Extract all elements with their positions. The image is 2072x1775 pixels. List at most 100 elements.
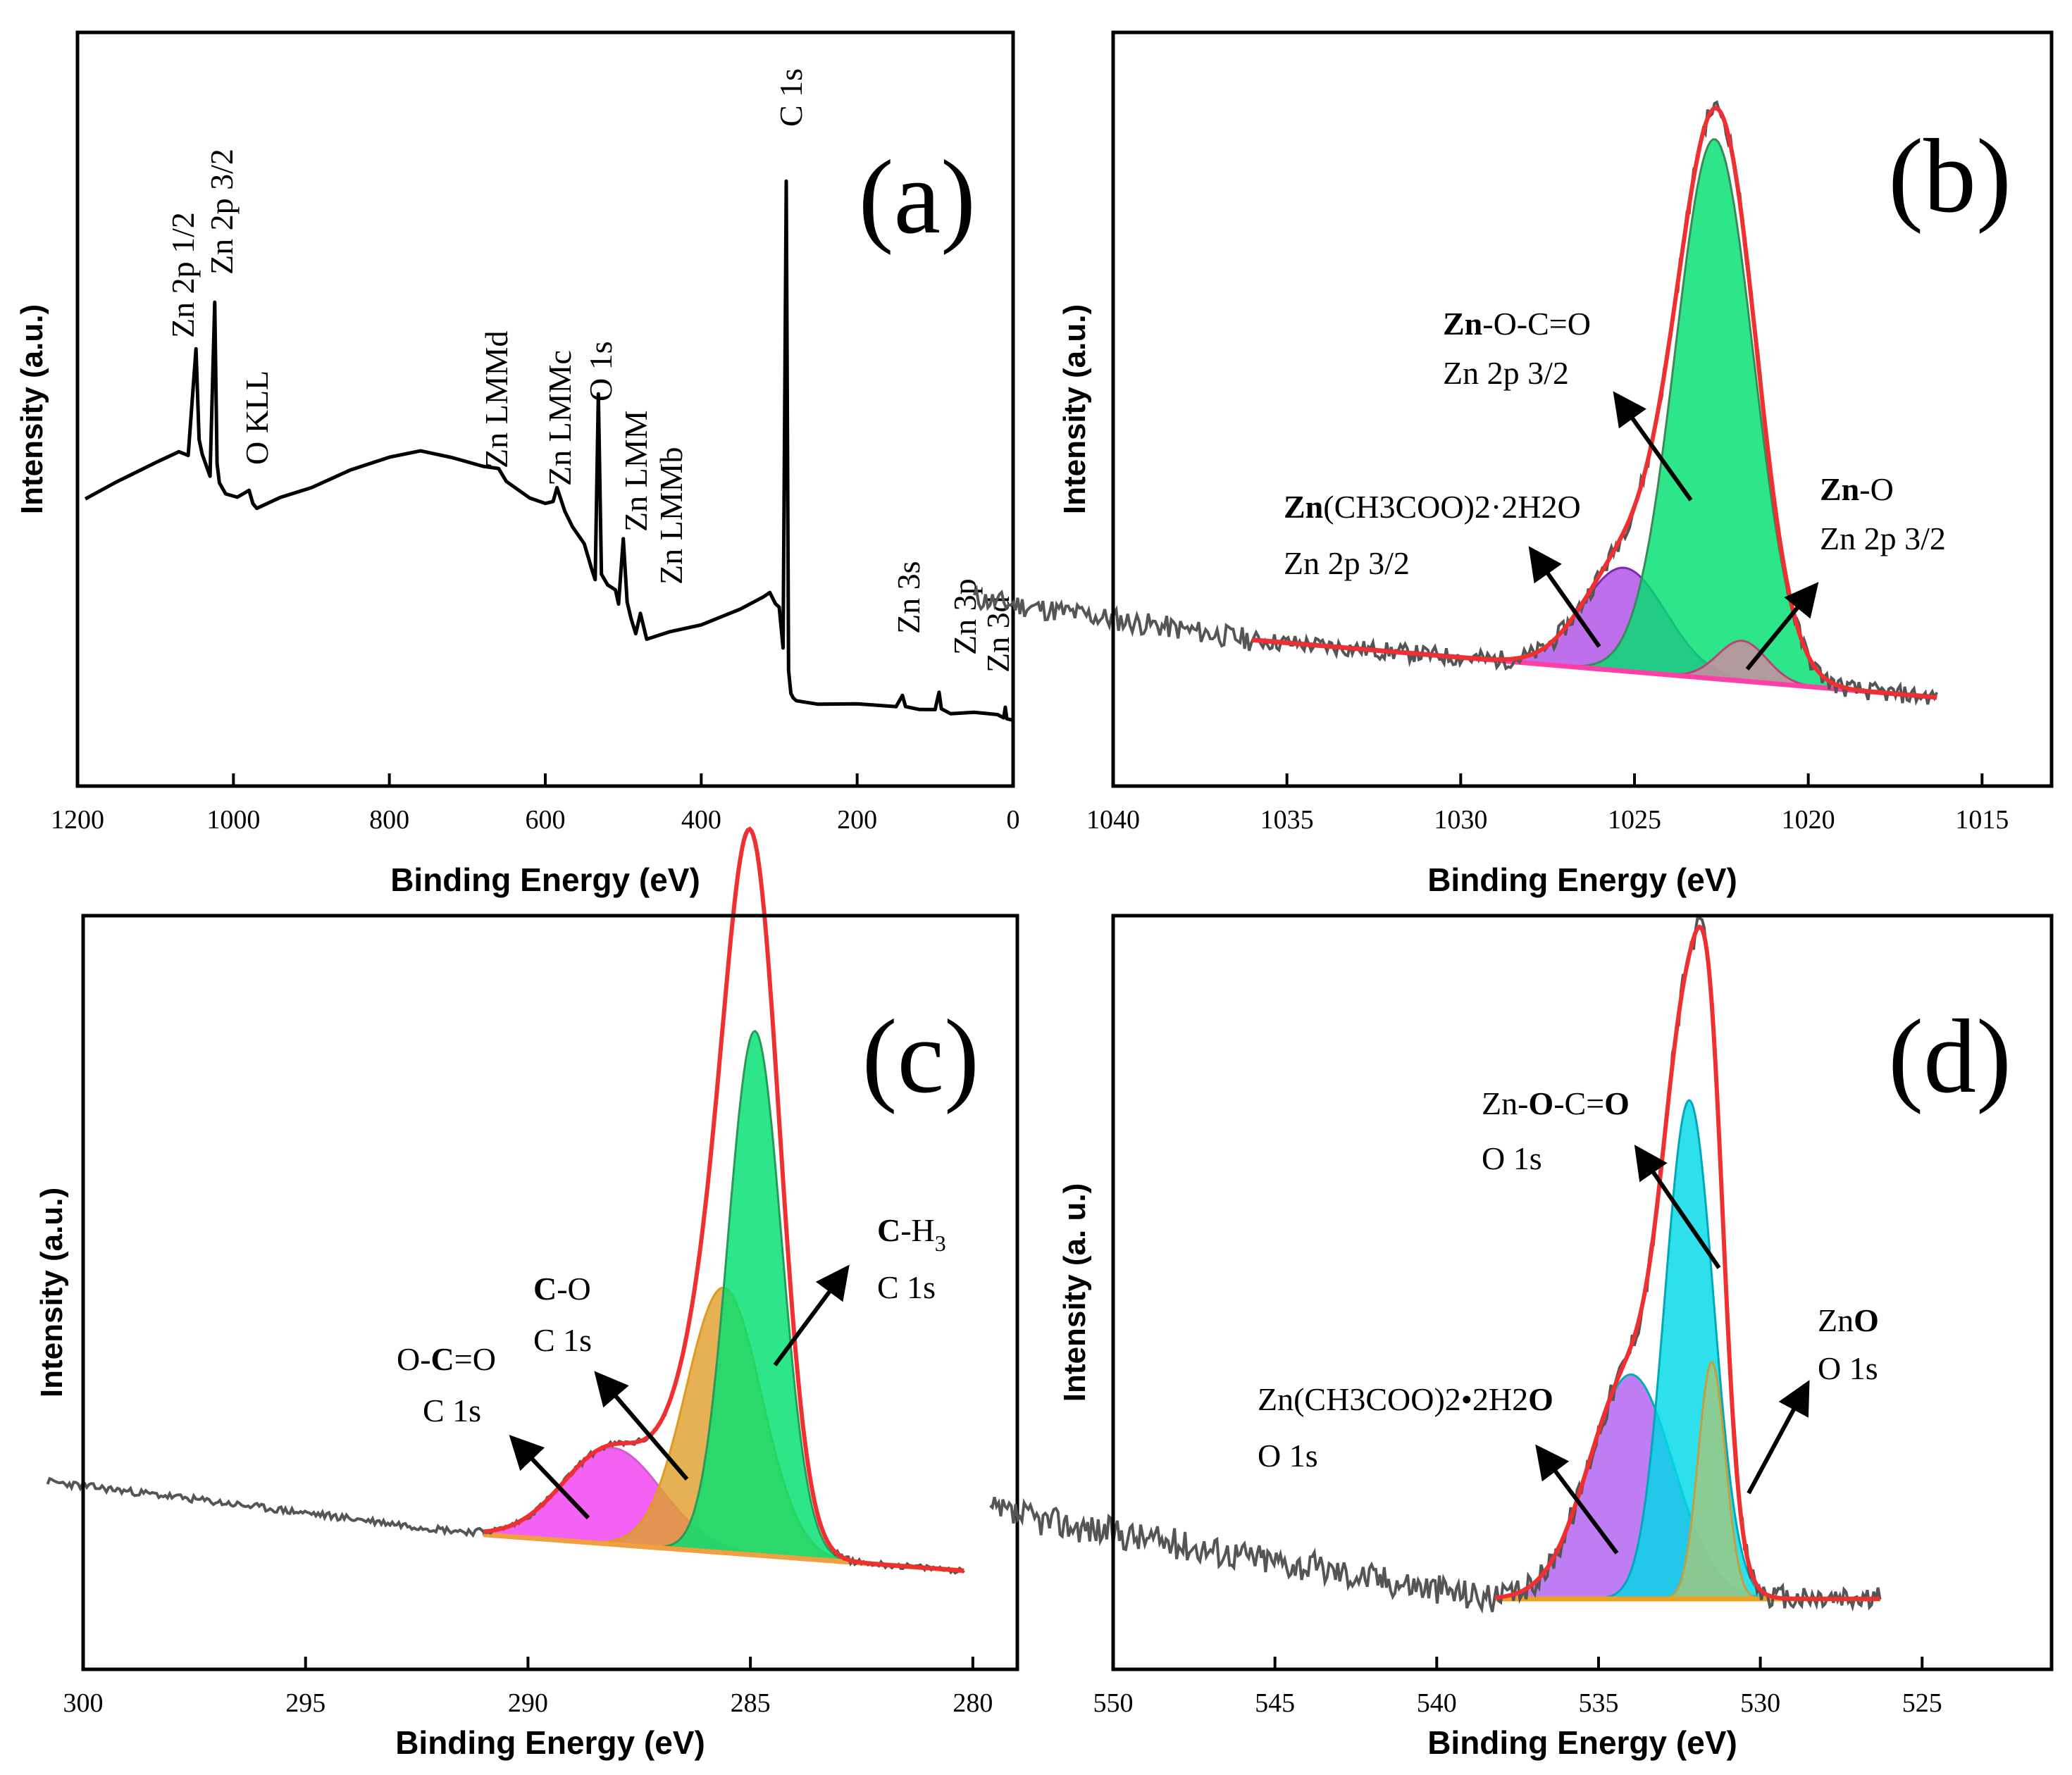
panel-a-label: (a) [859,139,976,256]
panel-a-xtick-label: 0 [1007,805,1020,835]
panel-c-ylabel: Intensity (a.u.) [35,1188,69,1397]
panel-c-annotation-c-h3-bold: C [877,1212,900,1248]
panel-a-ylabel: Intensity (a.u.) [15,304,49,514]
panel-d-annotation-zno-bold: O [1854,1302,1879,1338]
panel-d-xtick-label: 525 [1902,1688,1942,1718]
panel-c-annotation-c-o-line2: C 1s [533,1322,592,1358]
panel-d-o1s: (d) Intensity (a. u.) Binding Energy (eV… [989,914,2054,1761]
panel-a-survey-line [84,179,1014,723]
panel-a-xlabel: Binding Energy (eV) [390,861,700,898]
panel-c-envelope [483,826,964,1573]
panel-c-annotation-c-h3-sub: 3 [935,1231,946,1256]
panel-c-label: (c) [862,998,979,1115]
panel-b-xtick-label: 1015 [1955,805,2009,835]
panel-c-annotation-c-o-rest: -O [557,1271,591,1307]
panel-d-arrow-zinc-acetate [1535,1444,1619,1555]
panel-b-annotation-zn-o-c-o: Zn-O-C=O [1443,306,1591,342]
panel-d-xtick-label: 550 [1093,1688,1134,1718]
panel-b-annotation-zn-o-c-o-line2: Zn 2p 3/2 [1443,355,1569,391]
panel-a-annotation-okll: O KLL [239,370,275,465]
panel-b-annotation-zn-o-bold: Zn [1820,471,1859,507]
panel-c-arrow-c-h3 [773,1264,850,1366]
panel-b-xtick-label: 1035 [1260,805,1314,835]
panel-c-annotation-c-h3-rest: -H [900,1212,935,1248]
panel-c-arrow-c-o [594,1371,689,1481]
panel-b-annotation-zn-o-c-o-bold: Zn [1443,306,1482,342]
panel-d-raw-data [989,914,1882,1614]
panel-d-xtick-label: 530 [1740,1688,1780,1718]
panel-c-annotation-c-o-bold: C [533,1271,557,1307]
panel-d-annotation-zn-o-c-o-rest: -C= [1553,1085,1604,1121]
panel-d-annotation-zno: ZnO [1818,1302,1879,1338]
panel-b-arrow-zn-o [1745,582,1819,671]
panel-c-xtick-label: 285 [731,1688,771,1718]
panel-d-annotation-zinc-acetate: Zn(CH3COO)2•2H2O [1258,1381,1553,1417]
panel-c-xlabel: Binding Energy (eV) [395,1724,705,1761]
panel-b-xtick-label: 1030 [1434,805,1487,835]
panel-c-xtick-label: 280 [953,1688,993,1718]
panel-a-xtick-label: 1200 [51,805,104,835]
panel-d-xtick-label: 540 [1417,1688,1457,1718]
panel-b-envelope [1252,106,1937,699]
panel-a-annotation-zn3d: Zn 3d [980,596,1016,673]
panel-d-ylabel: Intensity (a. u.) [1057,1183,1092,1402]
panel-a-xtick-label: 400 [681,805,721,835]
panel-a-xtick-label: 600 [526,805,566,835]
panel-c-annotation-o-c-o-line2: C 1s [423,1393,481,1428]
panel-d-annotation-zn-o-c-o-pre: Zn- [1482,1085,1528,1121]
panel-b-annotation-zn-o-rest: -O [1859,471,1894,507]
panel-b-xtick-label: 1040 [1086,805,1140,835]
panel-d-arrow-zn-o-c-o [1634,1145,1721,1269]
panel-b-frame [1111,30,2054,788]
panel-b-label: (b) [1888,118,2011,235]
panel-c-frame [81,914,1019,1671]
panel-b-xlabel: Binding Energy (eV) [1427,861,1737,898]
panel-d-annotation-zno-pre: Zn [1818,1302,1854,1338]
panel-a-xtick-label: 1000 [206,805,260,835]
panel-c-annotation-o-c-o-bold: C [431,1341,454,1377]
panel-b-annotation-zn-o: Zn-O [1820,471,1894,507]
panel-b-zn2p: (b) Intensity (a.u.) Binding Energy (eV)… [972,30,2054,898]
panel-d-annotation-zno-line2: O 1s [1818,1350,1878,1386]
panel-b-annotation-zinc-acetate-rest: (CH3COO)2·2H2O [1323,489,1580,525]
panel-a-xtick-label: 800 [369,805,409,835]
panel-b-arrow-zinc-acetate [1528,546,1601,648]
panel-d-annotation-zinc-acetate-bold: O [1528,1381,1553,1417]
panel-d-peak-2 [1495,1099,1880,1600]
panel-b-ylabel: Intensity (a.u.) [1057,304,1092,514]
panel-b-xtick-label: 1020 [1782,805,1835,835]
panel-a-annotation-zn3s: Zn 3s [891,561,926,635]
panel-a-survey: (a) Intensity (a.u.) Binding Energy (eV)… [15,30,1020,898]
panel-b-annotation-zinc-acetate: Zn(CH3COO)2·2H2O [1284,489,1581,525]
panel-a-annotation-znlmmc: Zn LMMc [542,350,578,486]
panel-b-annotation-zinc-acetate-line2: Zn 2p 3/2 [1284,545,1410,581]
panel-c-xtick-label: 290 [508,1688,548,1718]
panel-c-c1s: (c) Intensity (a.u.) Binding Energy (eV)… [35,826,1019,1761]
panel-d-annotation-zn-o-c-o-bold: O [1528,1085,1553,1121]
panel-a-annotation-zn2p12: Zn 2p 1/2 [165,212,201,338]
panel-c-annotation-c-h3: C-H3 [877,1212,946,1256]
panel-a-annotation-znlmmd: Zn LMMd [478,331,514,469]
panel-d-annotation-zinc-acetate-line2: O 1s [1258,1438,1318,1474]
panel-d-annotation-zinc-acetate-pre: Zn(CH3COO)2•2H2 [1258,1381,1528,1417]
panel-b-annotation-zinc-acetate-bold: Zn [1284,489,1323,525]
panel-b-annotation-zn-o-c-o-rest: -O-C=O [1482,306,1591,342]
panel-a-annotation-znlmm: Zn LMM [618,411,654,532]
panel-d-label: (d) [1888,998,2011,1115]
panel-c-annotation-o-c-o-rest: =O [454,1341,496,1377]
panel-d-annotation-zn-o-c-o: Zn-O-C=O [1482,1085,1630,1121]
panel-d-xtick-label: 545 [1255,1688,1295,1718]
panel-b-xtick-label: 1025 [1608,805,1661,835]
panel-c-arrow-o-c-o [509,1434,590,1520]
panel-c-annotation-o-c-o-pre: O- [397,1341,431,1377]
panel-c-annotation-c-h3-line2: C 1s [877,1269,936,1305]
panel-a-annotation-zn2p32: Zn 2p 3/2 [204,149,240,275]
panel-a-annotation-o1s: O 1s [583,341,619,401]
panel-d-xlabel: Binding Energy (eV) [1427,1724,1737,1761]
panel-b-arrow-zn-o-c-o [1613,391,1693,502]
panel-c-annotation-o-c-o: O-C=O [397,1341,496,1377]
panel-a-annotation-c1s: C 1s [773,68,809,127]
panel-a-xtick-label: 200 [837,805,877,835]
